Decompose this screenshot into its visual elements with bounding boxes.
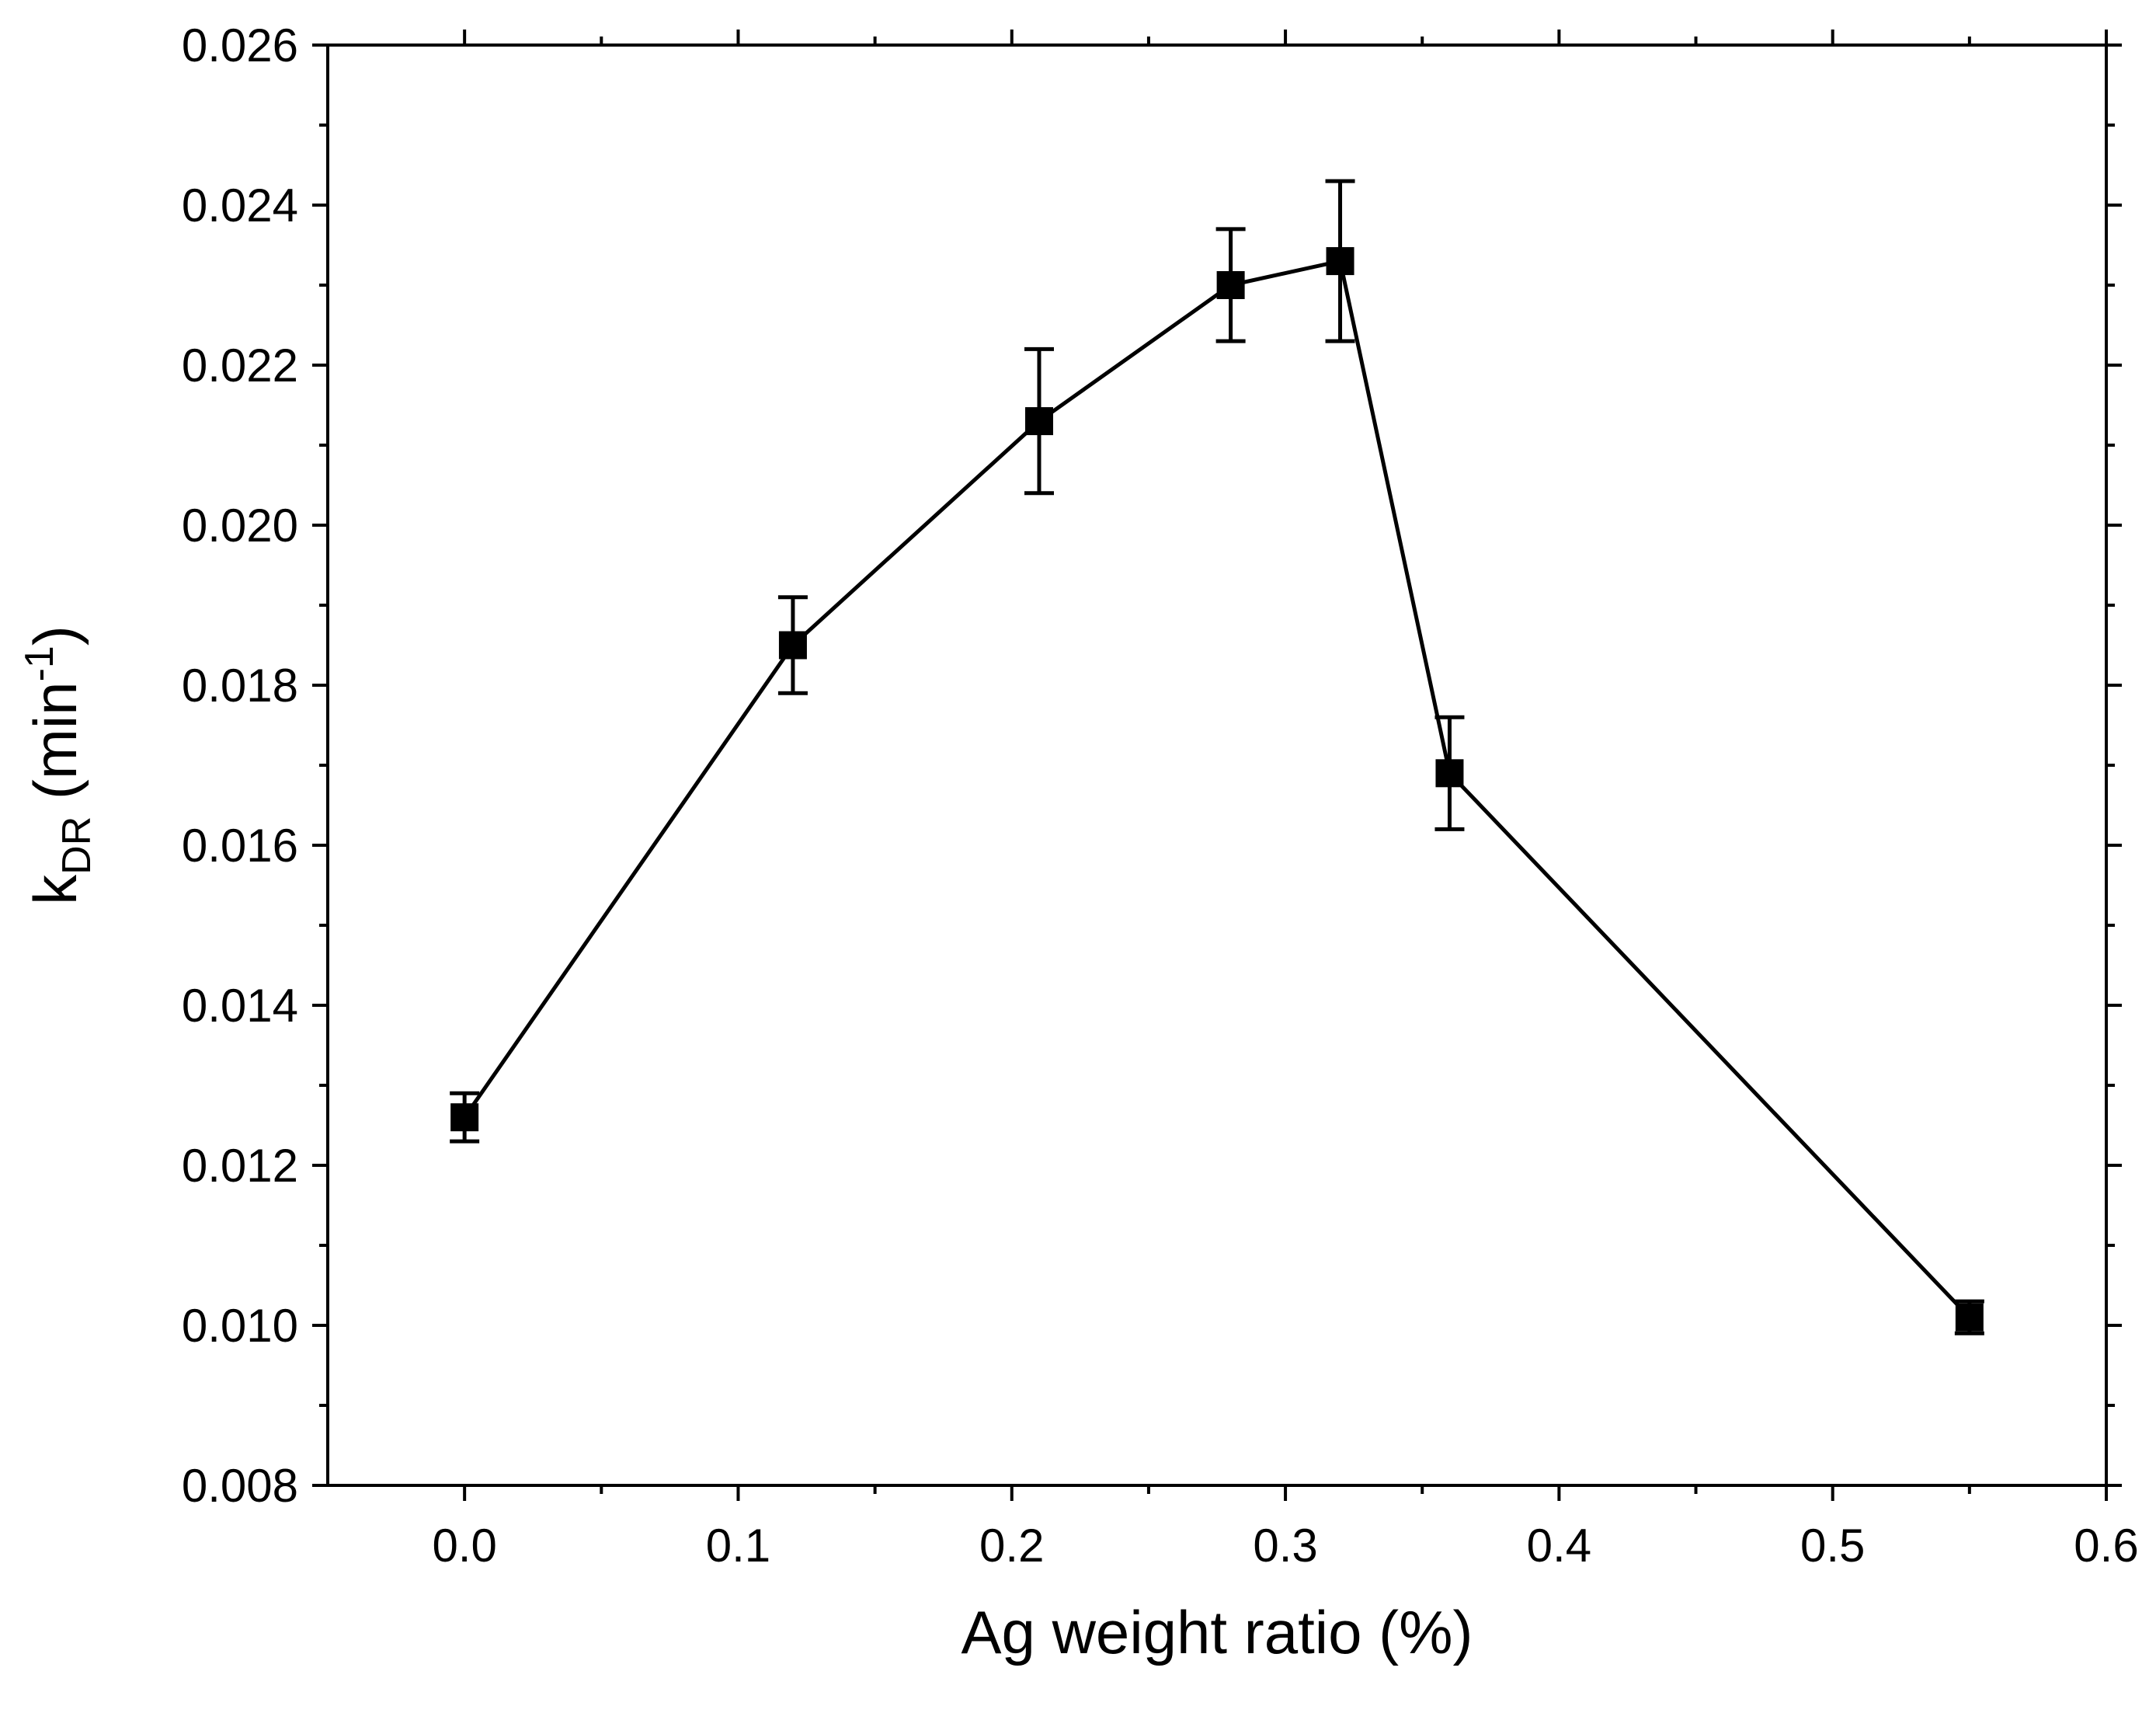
x-tick-label: 0.5 xyxy=(1800,1520,1865,1572)
x-axis-title: Ag weight ratio (%) xyxy=(962,1598,1473,1666)
x-tick-label: 0.4 xyxy=(1527,1520,1591,1572)
data-point xyxy=(1025,407,1053,436)
tick-labels-group: 0.0 0.1 0.2 0.3 0.4 0.5 0.6 0.008 0.010 0.012 0.01… xyxy=(182,19,2139,1572)
x-tick-label: 0.0 xyxy=(432,1520,496,1572)
y-axis-title: kDR (min-1) xyxy=(17,625,99,905)
y-tick-label: 0.022 xyxy=(182,339,298,392)
y-tick-label: 0.020 xyxy=(182,500,298,552)
y-tick-label: 0.026 xyxy=(182,19,298,71)
y-tick-label: 0.016 xyxy=(182,820,298,872)
data-point xyxy=(450,1103,479,1132)
y-axis-title-unit-close: ) xyxy=(21,625,89,646)
data-point xyxy=(1216,271,1245,299)
data-point xyxy=(1326,247,1354,276)
y-axis-title-unit-superscript: -1 xyxy=(17,646,62,681)
y-tick-label: 0.014 xyxy=(182,980,298,1032)
y-axis-title-main: k xyxy=(21,874,89,905)
series-group xyxy=(450,179,1984,1335)
data-point xyxy=(778,631,807,660)
x-tick-label: 0.6 xyxy=(2074,1520,2138,1572)
plot-frame xyxy=(326,44,2108,1487)
data-point xyxy=(1435,759,1464,788)
x-tick-label: 0.2 xyxy=(979,1520,1044,1572)
y-tick-label: 0.018 xyxy=(182,660,298,712)
y-tick-label: 0.008 xyxy=(182,1460,298,1512)
data-point xyxy=(1955,1303,1984,1332)
y-axis-title-unit-open: (min xyxy=(21,681,89,816)
y-tick-label: 0.010 xyxy=(182,1300,298,1352)
y-axis-title-subscript: DR xyxy=(54,816,99,875)
x-tick-label: 0.3 xyxy=(1253,1520,1317,1572)
y-tick-label: 0.024 xyxy=(182,179,298,232)
y-tick-label: 0.012 xyxy=(182,1140,298,1192)
x-tick-label: 0.1 xyxy=(706,1520,770,1572)
